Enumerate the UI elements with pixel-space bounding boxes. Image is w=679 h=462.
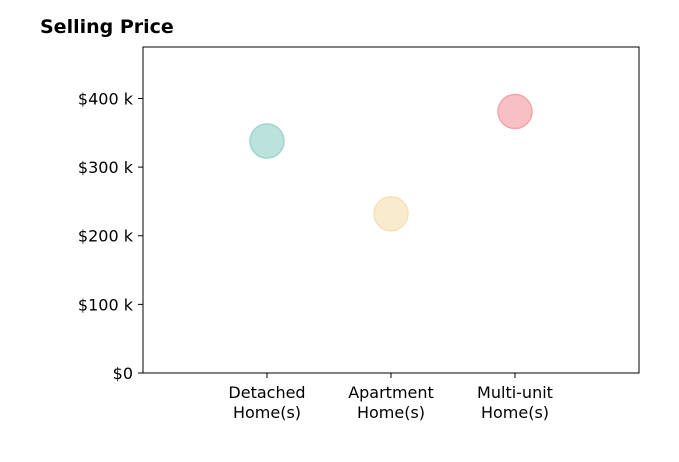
y-tick-label: $100 k <box>78 295 134 314</box>
data-point <box>373 196 409 232</box>
x-tick-label: Detached <box>228 383 305 402</box>
chart-title: Selling Price <box>40 16 174 38</box>
x-tick-label: Home(s) <box>481 403 549 422</box>
x-tick-label: Multi-unit <box>477 383 553 402</box>
data-point <box>497 93 533 130</box>
y-tick-label: $0 <box>113 364 133 383</box>
x-tick-label: Home(s) <box>357 403 425 422</box>
y-tick-label: $400 k <box>78 89 134 108</box>
x-tick-label: Apartment <box>348 383 434 402</box>
y-axis: $0 $100 k $200 k $300 k $400 k <box>78 89 143 383</box>
y-tick-label: $200 k <box>78 227 134 246</box>
data-point <box>249 123 285 159</box>
data-points <box>249 93 533 232</box>
x-axis: DetachedHome(s)ApartmentHome(s)Multi-uni… <box>228 373 553 422</box>
x-tick-label: Home(s) <box>233 403 301 422</box>
y-tick-label: $300 k <box>78 158 134 177</box>
